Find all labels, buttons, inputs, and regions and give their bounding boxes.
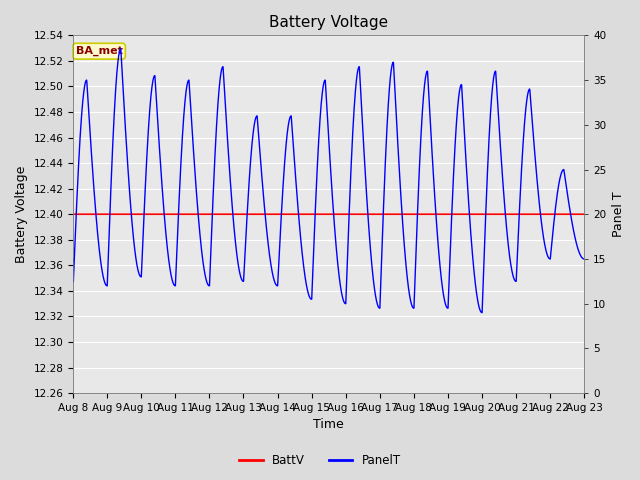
X-axis label: Time: Time: [314, 419, 344, 432]
Y-axis label: Battery Voltage: Battery Voltage: [15, 166, 28, 263]
Title: Battery Voltage: Battery Voltage: [269, 15, 388, 30]
Y-axis label: Panel T: Panel T: [612, 192, 625, 237]
Text: BA_met: BA_met: [76, 46, 123, 56]
Legend: BattV, PanelT: BattV, PanelT: [234, 449, 406, 472]
